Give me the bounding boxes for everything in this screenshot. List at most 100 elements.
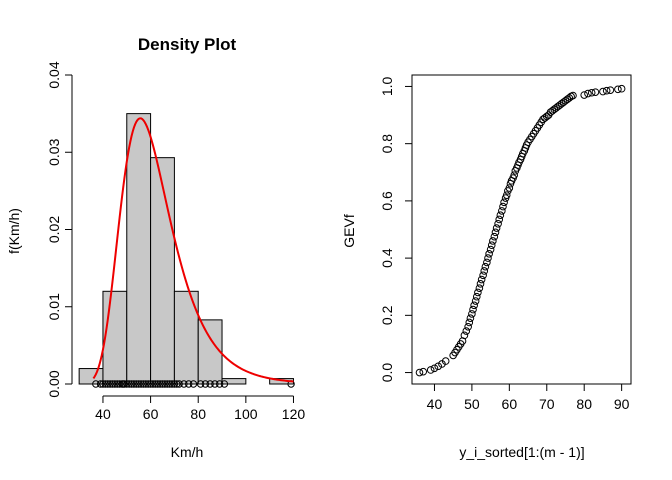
left-x-tick-label-100: 100 xyxy=(234,406,258,422)
scatter-point-37 xyxy=(491,228,500,237)
rug-point-2 xyxy=(99,380,107,388)
rug-point-26 xyxy=(154,380,162,388)
left-x-tick-label-60: 60 xyxy=(143,406,159,422)
right-x-axis-label: y_i_sorted[1:(m - 1)] xyxy=(459,444,584,460)
scatter-point-90 xyxy=(587,88,596,97)
right-y-tick-label-4: 0.8 xyxy=(379,134,395,154)
rug-point-43 xyxy=(215,380,224,388)
rug-point-20 xyxy=(139,380,148,388)
rug-point-12 xyxy=(120,380,129,388)
left-x-tick-label-120: 120 xyxy=(282,406,306,422)
density-plot-title: Density Plot xyxy=(138,35,237,54)
rug-point-18 xyxy=(134,380,143,388)
rug-point-6 xyxy=(108,380,117,388)
rug-point-17 xyxy=(132,380,140,388)
scatter-points xyxy=(415,84,626,377)
density-curve xyxy=(92,117,294,383)
rug-point-36 xyxy=(180,380,188,388)
left-y-axis: 0.00 0.01 0.02 0.03 0.04 xyxy=(46,61,73,398)
left-x-tick-label-80: 80 xyxy=(190,406,206,422)
scatter-point-38 xyxy=(492,224,501,232)
rug-point-30 xyxy=(163,380,171,388)
scatter-point-0 xyxy=(415,368,424,377)
rug-point-1 xyxy=(96,380,105,388)
scatter-point-43 xyxy=(499,202,507,211)
rug-point-29 xyxy=(161,380,169,388)
rug-point-15 xyxy=(127,380,136,388)
scatter-point-21 xyxy=(471,297,480,305)
rug-point-31 xyxy=(165,380,174,388)
rug-point-21 xyxy=(142,380,150,388)
rug-point-40 xyxy=(201,380,210,388)
rug-point-42 xyxy=(211,380,219,388)
right-y-tick-label-1: 0.2 xyxy=(379,305,395,325)
scatter-point-4 xyxy=(434,362,443,371)
rug-point-33 xyxy=(170,380,179,388)
scatter-point-17 xyxy=(466,314,475,322)
rug-point-13 xyxy=(123,380,131,388)
scatter-point-6 xyxy=(441,357,450,365)
rug-point-3 xyxy=(101,380,110,388)
density-plot-panel: Density Plot 40 60 80 100 120 0.000.010.020.… xyxy=(6,35,305,460)
scatter-point-33 xyxy=(486,245,495,254)
left-x-tick-label-40: 40 xyxy=(95,406,111,422)
left-x-axis: 40 60 80 100 120 xyxy=(95,395,306,422)
scatter-point-73 xyxy=(542,112,551,121)
right-x-tick-label-40: 40 xyxy=(427,396,443,412)
right-y-tick-label-0: 0.0 xyxy=(379,363,395,383)
left-y-tick-label-3: 0.03 xyxy=(46,138,62,165)
right-y-tick-label-5: 1.0 xyxy=(379,77,395,97)
scatter-point-35 xyxy=(489,237,497,245)
scatter-point-93 xyxy=(602,86,611,95)
scatter-point-3 xyxy=(430,364,439,373)
rug-point-41 xyxy=(206,380,214,388)
scatter-point-88 xyxy=(580,91,589,99)
scatter-point-40 xyxy=(495,215,504,224)
right-y-tick-label-3: 0.6 xyxy=(379,191,395,211)
scatter-point-96 xyxy=(617,84,626,93)
scatter-point-22 xyxy=(472,292,481,301)
rug-point-35 xyxy=(175,380,183,388)
rug-point-32 xyxy=(168,380,176,388)
left-y-axis-label: f(Km/h) xyxy=(6,208,22,254)
rug-point-27 xyxy=(156,380,164,388)
rug-point-0 xyxy=(92,380,100,388)
rug-point-19 xyxy=(137,380,145,388)
rug-point-7 xyxy=(111,380,119,388)
histogram-bars xyxy=(78,113,294,385)
rug-point-24 xyxy=(149,380,157,388)
scatter-point-16 xyxy=(465,318,474,327)
rug-point-44 xyxy=(220,380,229,388)
scatter-point-26 xyxy=(477,275,486,284)
rug-point-25 xyxy=(151,380,160,388)
scatter-point-15 xyxy=(464,322,472,331)
rug-point-38 xyxy=(189,380,198,388)
scatter-point-20 xyxy=(470,301,478,310)
scatter-point-36 xyxy=(490,232,499,241)
scatter-point-32 xyxy=(485,250,493,258)
scatter-point-24 xyxy=(475,284,484,292)
scatter-point-87 xyxy=(569,91,577,100)
rug-point-39 xyxy=(196,380,205,388)
scatter-point-85 xyxy=(565,94,574,102)
scatter-point-89 xyxy=(584,89,592,98)
right-x-tick-label-50: 50 xyxy=(464,396,480,412)
scatter-point-44 xyxy=(500,198,508,207)
scatter-point-42 xyxy=(498,207,506,215)
right-y-tick-label-2: 0.4 xyxy=(379,248,395,268)
histogram-bar-3 xyxy=(150,157,175,385)
right-x-tick-label-70: 70 xyxy=(539,396,555,412)
right-plot-box xyxy=(411,74,632,385)
right-y-axis: 0.0 0.2 0.4 0.6 0.8 1.0 xyxy=(379,77,412,383)
right-x-axis: 40 50 60 70 80 90 xyxy=(427,383,630,412)
scatter-point-1 xyxy=(419,367,428,376)
histogram-bar-5 xyxy=(197,319,223,385)
scatter-point-27 xyxy=(479,271,487,280)
left-y-tick-label-4: 0.04 xyxy=(46,61,62,88)
right-x-tick-label-90: 90 xyxy=(614,396,630,412)
scatter-point-25 xyxy=(476,280,485,288)
rug-point-37 xyxy=(184,380,193,388)
scatter-point-46 xyxy=(502,191,511,199)
